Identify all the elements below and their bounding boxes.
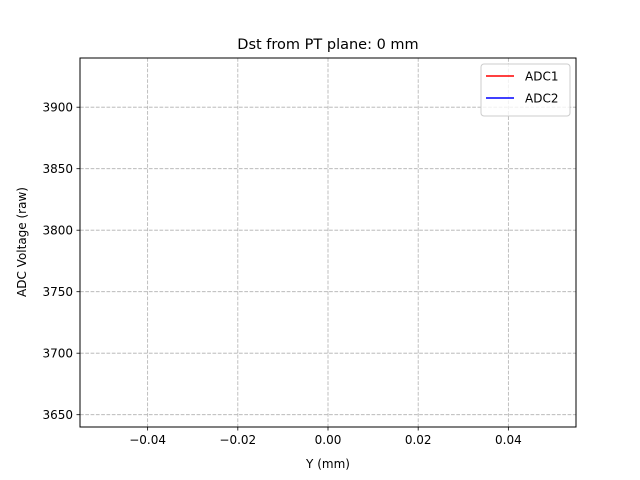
x-tick-label: −0.04 bbox=[129, 433, 166, 447]
x-axis-ticks: −0.04 −0.02 0.00 0.02 0.04 bbox=[129, 427, 522, 447]
legend: ADC1 ADC2 bbox=[480, 63, 571, 117]
y-tick-label: 3650 bbox=[42, 408, 73, 422]
legend-label-adc2: ADC2 bbox=[525, 91, 558, 105]
y-axis-label: ADC Voltage (raw) bbox=[15, 187, 29, 297]
y-tick-label: 3800 bbox=[42, 224, 73, 238]
y-axis-ticks: 3650 3700 3750 3800 3850 3900 bbox=[42, 101, 80, 422]
legend-box bbox=[480, 63, 571, 117]
x-tick-label: 0.04 bbox=[495, 433, 522, 447]
x-tick-label: −0.02 bbox=[219, 433, 256, 447]
y-tick-label: 3750 bbox=[42, 285, 73, 299]
x-tick-label: 0.00 bbox=[315, 433, 342, 447]
x-axis-label: Y (mm) bbox=[305, 457, 350, 471]
grid-layer bbox=[80, 58, 576, 427]
x-tick-label: 0.02 bbox=[405, 433, 432, 447]
legend-label-adc1: ADC1 bbox=[525, 69, 558, 83]
y-tick-label: 3900 bbox=[42, 101, 73, 115]
chart-title: Dst from PT plane: 0 mm bbox=[237, 37, 418, 53]
y-tick-label: 3850 bbox=[42, 162, 73, 176]
y-tick-label: 3700 bbox=[42, 347, 73, 361]
